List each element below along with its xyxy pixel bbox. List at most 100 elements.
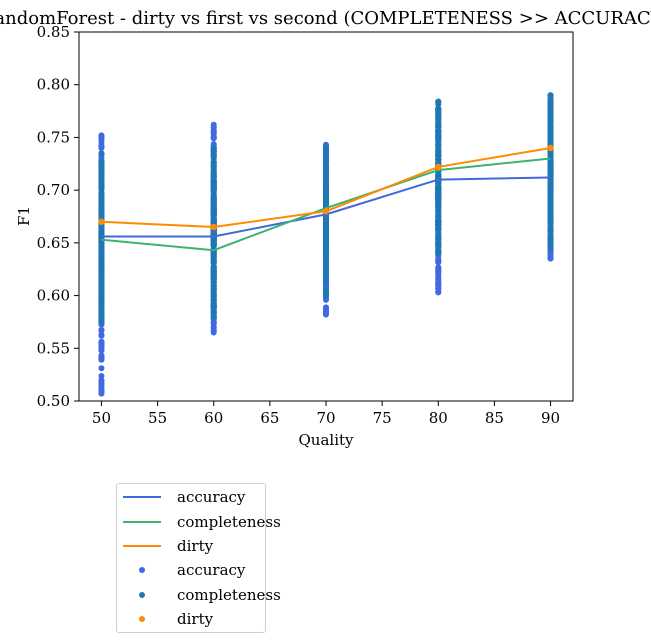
x-axis-label: Quality xyxy=(299,431,355,449)
scatter-point-completeness xyxy=(210,201,217,208)
plot-area xyxy=(78,31,574,402)
scatter-point-completeness xyxy=(210,294,217,301)
x-tick-label: 90 xyxy=(541,409,560,427)
scatter-point-dirty xyxy=(435,163,442,171)
scatter-point-completeness xyxy=(98,205,105,212)
scatter-point-completeness xyxy=(547,119,554,126)
scatter-point-completeness xyxy=(98,275,105,282)
x-tick-label: 50 xyxy=(92,409,111,427)
scatter-point-accuracy xyxy=(98,373,105,380)
scatter-point-accuracy xyxy=(210,327,217,334)
scatter-point-accuracy xyxy=(98,142,105,149)
x-tick-label: 70 xyxy=(316,409,335,427)
scatter-point-completeness xyxy=(98,240,105,247)
scatter-point-completeness xyxy=(547,232,554,239)
scatter-point-completeness xyxy=(98,252,105,259)
scatter-point-dirty xyxy=(210,223,217,231)
scatter-point-dirty xyxy=(98,218,105,225)
scatter-point-accuracy xyxy=(98,332,105,339)
scatter-point-completeness xyxy=(323,291,329,298)
scatter-point-completeness xyxy=(210,240,217,247)
scatter-point-accuracy xyxy=(435,257,442,264)
legend-label: accuracy xyxy=(177,561,246,579)
scatter-point-accuracy xyxy=(435,267,442,274)
scatter-point-completeness xyxy=(547,221,554,228)
scatter-point-completeness xyxy=(98,283,105,290)
x-tick-label: 85 xyxy=(485,409,504,427)
legend-label: completeness xyxy=(177,513,281,531)
scatter-point-completeness xyxy=(323,234,329,241)
legend-item-completeness-dot: completeness xyxy=(123,585,281,605)
scatter-point-completeness xyxy=(210,195,217,202)
scatter-point-completeness xyxy=(435,99,442,106)
scatter-point-completeness xyxy=(323,214,329,221)
legend-label: completeness xyxy=(177,586,281,604)
scatter-point-completeness xyxy=(323,279,329,286)
scatter-point-completeness xyxy=(435,127,442,134)
y-tick-label: 0.65 xyxy=(37,234,70,252)
scatter-point-completeness xyxy=(435,193,442,200)
scatter-point-completeness xyxy=(435,114,442,121)
scatter-point-completeness xyxy=(210,230,217,237)
scatter-point-completeness xyxy=(98,210,105,217)
scatter-point-accuracy xyxy=(323,296,329,303)
scatter-point-completeness xyxy=(323,156,329,163)
scatter-point-completeness xyxy=(435,216,442,223)
scatter-point-accuracy xyxy=(547,255,554,262)
scatter-point-completeness xyxy=(547,135,554,142)
scatter-point-completeness xyxy=(323,149,329,156)
scatter-point-completeness xyxy=(210,155,217,162)
scatter-point-completeness xyxy=(210,185,217,192)
scatter-point-completeness xyxy=(98,306,105,313)
scatter-point-completeness xyxy=(435,243,442,250)
scatter-point-completeness xyxy=(547,240,554,247)
legend-line-swatch xyxy=(123,545,161,547)
legend-line-swatch xyxy=(123,496,161,498)
scatter-point-completeness xyxy=(547,106,554,113)
scatter-point-completeness xyxy=(98,247,105,254)
scatter-point-accuracy xyxy=(98,387,105,394)
scatter-point-accuracy xyxy=(435,283,442,290)
scatter-point-completeness xyxy=(98,150,105,157)
legend: accuracy completeness dirty accuracy com… xyxy=(116,483,281,633)
legend-line-swatch xyxy=(123,521,161,523)
scatter-point-completeness xyxy=(98,291,105,298)
scatter-point-completeness xyxy=(435,141,442,148)
scatter-point-completeness xyxy=(98,169,105,176)
scatter-point-completeness xyxy=(210,313,217,320)
scatter-point-completeness xyxy=(210,145,217,152)
scatter-point-completeness xyxy=(210,259,217,266)
x-tick-label: 65 xyxy=(260,409,279,427)
scatter-point-completeness xyxy=(210,207,217,214)
scatter-point-completeness xyxy=(435,208,442,215)
scatter-point-completeness xyxy=(210,303,217,310)
scatter-point-dirty xyxy=(547,144,554,152)
scatter-point-accuracy xyxy=(98,327,105,334)
scatter-point-completeness xyxy=(547,206,554,213)
scatter-point-completeness xyxy=(98,316,105,323)
axis-ticks: 50 55 60 65 70 75 80 85 90 0.50 0.55 0.60 0.65 0.70 0.… xyxy=(37,23,560,427)
scatter-point-completeness xyxy=(98,165,105,172)
chart-title: RandomForest - dirty vs first vs second … xyxy=(0,8,651,29)
scatter-point-completeness xyxy=(210,159,217,166)
scatter-point-completeness xyxy=(547,149,554,156)
y-tick-label: 0.55 xyxy=(37,339,70,357)
scatter-point-completeness xyxy=(435,151,442,158)
scatter-point-completeness xyxy=(98,158,105,165)
scatter-point-completeness xyxy=(547,128,554,135)
scatter-point-completeness xyxy=(210,213,217,220)
y-tick-label: 0.70 xyxy=(37,181,70,199)
scatter-point-accuracy xyxy=(98,380,105,387)
scatter-point-completeness xyxy=(98,225,105,232)
scatter-point-completeness xyxy=(323,228,329,235)
legend-dot-swatch xyxy=(139,616,145,622)
scatter-point-completeness xyxy=(98,179,105,186)
scatter-point-completeness xyxy=(210,285,217,292)
scatter-point-completeness xyxy=(323,223,329,230)
legend-item-dirty-dot: dirty xyxy=(123,609,263,629)
scatter-point-completeness xyxy=(98,262,105,269)
scatter-point-completeness xyxy=(323,185,329,192)
y-tick-label: 0.80 xyxy=(37,76,70,94)
y-tick-label: 0.85 xyxy=(37,23,70,41)
